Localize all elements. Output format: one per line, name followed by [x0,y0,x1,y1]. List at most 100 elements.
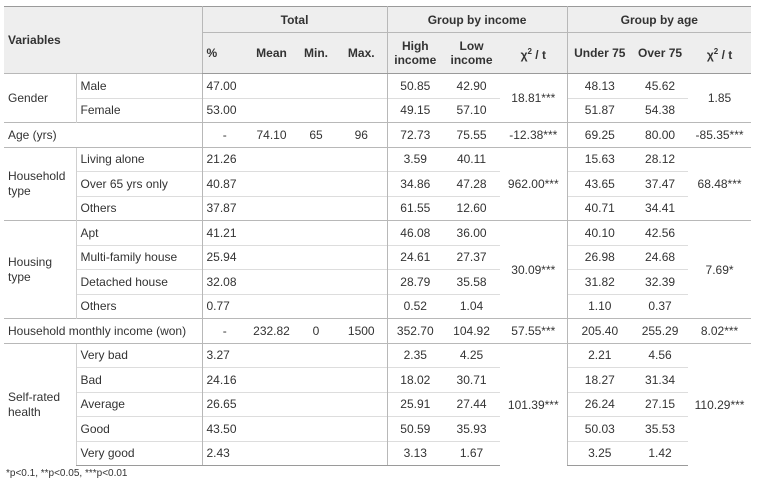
cell-max [336,97,388,123]
cell-pct: - [201,122,247,147]
cell-under75: 43.65 [566,171,633,196]
cell-max [336,171,388,196]
cell-low-income: 36.00 [443,220,501,245]
row-label: Living alone [75,146,202,172]
cell-high-income: 50.59 [386,416,444,441]
cell-min [296,73,336,98]
row-label: Female [75,97,202,123]
cell-mean [247,416,296,441]
chi-t-income-header: χ2 / t [500,32,568,74]
table-row: Over 65 yrs only 40.87 34.86 47.28 43.65… [4,171,751,196]
cell-under75: 48.13 [566,73,633,98]
cell-under75: 40.71 [566,195,633,221]
cell-chi-age: 7.69* [688,220,752,319]
cell-max [336,293,388,319]
cell-mean [247,244,296,270]
row-label: Good [75,416,202,441]
cell-max [336,269,388,294]
cell-over75: 0.37 [632,293,689,319]
row-label: Detached house [75,269,202,294]
cell-under75: 51.87 [566,97,633,123]
cell-chi-age: 68.48*** [688,146,752,221]
cell-over75: 27.15 [632,391,689,417]
chi-symbol: χ [706,47,714,62]
cell-min [296,367,336,392]
cell-mean [247,391,296,417]
variables-header: Variables [4,6,202,74]
cell-max [336,244,388,270]
low-income-header: Low income [443,32,501,74]
table-row: Multi-family house 25.94 24.61 27.37 26.… [4,244,751,270]
chi-symbol: χ [520,47,528,62]
cell-pct: 2.43 [201,440,247,466]
cell-max [336,73,388,98]
cell-chi-income: 57.55*** [500,318,568,343]
cell-mean [247,220,296,245]
cell-under75: 50.03 [566,416,633,441]
cell-over75: 42.56 [632,220,689,245]
cell-low-income: 57.10 [443,97,501,123]
cell-high-income: 34.86 [386,171,444,196]
cell-over75: 255.29 [632,318,689,343]
cell-pct: 53.00 [201,97,247,123]
cell-max [336,367,388,392]
cell-min [296,244,336,270]
cell-high-income: 72.73 [386,122,444,147]
high-income-header: High income [386,32,444,74]
cell-under75: 3.25 [566,440,633,466]
chi-superscript: 2 [713,46,719,56]
cell-pct: 32.08 [201,269,247,294]
cell-chi-income: -12.38*** [500,122,568,147]
cell-high-income: 46.08 [386,220,444,245]
cell-over75: 32.39 [632,269,689,294]
cell-under75: 18.27 [566,367,633,392]
cell-high-income: 3.59 [386,146,444,172]
table-row: Good 43.50 50.59 35.93 50.03 35.53 [4,416,751,441]
group-age-header: Group by age [566,6,752,33]
chi-t-age-header: χ2 / t [688,32,752,74]
cell-mean [247,195,296,221]
table-row: Household type Living alone 21.26 3.59 4… [4,146,752,221]
cell-min [296,146,336,172]
cell-pct: 26.65 [201,391,247,417]
cell-max [336,416,388,441]
cell-over75: 4.56 [632,342,689,368]
table-row: Household monthly income (won) - 232.82 … [4,318,752,343]
cell-high-income: 18.02 [386,367,444,392]
cell-min [296,269,336,294]
table-row: Detached house 32.08 28.79 35.58 31.82 3… [4,269,751,294]
mean-header: Mean [247,32,296,74]
table-row: Others 37.87 61.55 12.60 40.71 34.41 [4,195,751,221]
max-header: Max. [336,32,388,74]
cell-chi-income: 30.09*** [500,220,568,319]
cell-low-income: 35.93 [443,416,501,441]
table-row: Average 26.65 25.91 27.44 26.24 27.15 [4,391,751,417]
cell-low-income: 1.67 [443,440,501,466]
cell-min [296,195,336,221]
cell-high-income: 24.61 [386,244,444,270]
cell-max: 1500 [336,318,388,343]
cell-under75: 15.63 [566,146,633,172]
cell-max [336,342,388,368]
row-label: Male [75,73,202,98]
row-label: Others [75,293,202,319]
cell-pct: 43.50 [201,416,247,441]
row-label: Average [75,391,202,417]
over75-header: Over 75 [632,32,689,74]
cell-chi-age: 1.85 [688,73,752,123]
cell-pct: 21.26 [201,146,247,172]
pct-header: % [201,32,247,74]
cell-over75: 45.62 [632,73,689,98]
total-header: Total [201,6,388,33]
under75-header: Under 75 [566,32,633,74]
cell-max [336,391,388,417]
cell-mean [247,342,296,368]
cell-mean [247,269,296,294]
cell-mean: 74.10 [247,122,296,147]
descriptive-statistics-table: Variables Total Group by income Group by… [4,6,752,466]
cell-max [336,440,388,466]
footnote: *p<0.1, **p<0.05, ***p<0.01 [6,468,128,479]
table-row: Very good 2.43 3.13 1.67 3.25 1.42 [4,440,751,466]
cell-low-income: 42.90 [443,73,501,98]
